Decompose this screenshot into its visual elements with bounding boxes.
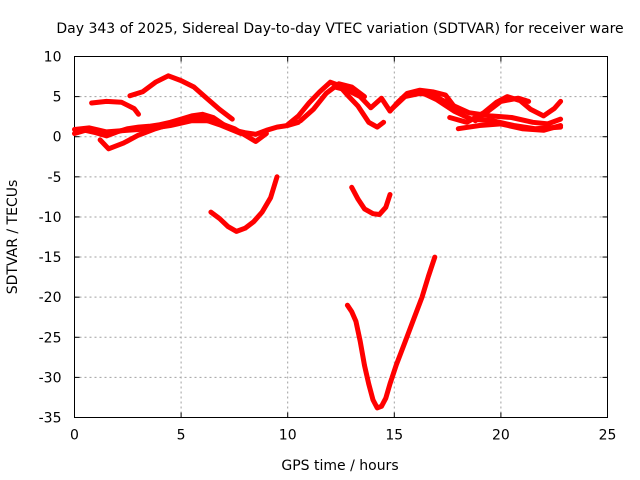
y-tick-label: -25: [39, 330, 62, 346]
series-line-arc-05: [127, 73, 235, 122]
series-line-arc-16: [344, 254, 438, 411]
y-tick-label: 0: [53, 130, 62, 146]
y-tick-label: 10: [44, 50, 62, 66]
axis-ticks: 0 5 10 15 20 25 -35 -30 -25 -20 -15 -10 -5 0 5 10: [39, 50, 617, 444]
series-layer: [72, 73, 564, 411]
y-tick-label: -35: [39, 411, 62, 427]
y-tick-label: -5: [48, 170, 62, 186]
series-line-arc-13: [455, 121, 564, 133]
y-tick-label: -20: [39, 290, 62, 306]
series-line-arc-09: [389, 90, 564, 127]
x-tick-label: 25: [599, 428, 617, 444]
y-tick-label: -15: [39, 250, 62, 266]
series-line-arc-14: [208, 174, 280, 234]
series-line-arc-07: [298, 81, 367, 124]
chart-title: Day 343 of 2025, Sidereal Day-to-day VTE…: [56, 21, 623, 37]
x-tick-label: 0: [70, 428, 79, 444]
y-tick-label: -10: [39, 210, 62, 226]
series-line-arc-04: [89, 98, 141, 117]
series-line-arc-12: [472, 95, 532, 124]
series-line-arc-03: [97, 115, 244, 152]
plot-frame: [74, 56, 608, 418]
x-tick-label: 20: [492, 428, 510, 444]
x-tick-label: 15: [385, 428, 403, 444]
x-tick-label: 10: [279, 428, 297, 444]
y-tick-label: 5: [53, 90, 62, 106]
y-tick-label: -30: [39, 370, 62, 386]
series-line-arc-15: [349, 184, 393, 217]
x-tick-label: 5: [177, 428, 186, 444]
grid-lines: [74, 56, 608, 418]
y-axis-label: SDTVAR / TECUs: [5, 180, 21, 295]
x-axis-label: GPS time / hours: [281, 458, 398, 474]
